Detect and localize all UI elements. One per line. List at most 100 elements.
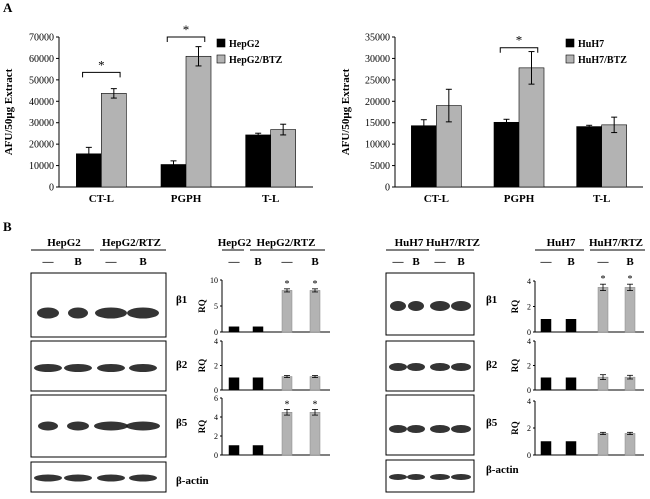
blot-label: β1 (486, 294, 497, 306)
y-tick-label: 20000 (365, 97, 390, 108)
rq-bar (540, 377, 552, 391)
x-tick-label: PGPH (504, 193, 535, 205)
y-tick-label: 50000 (29, 75, 54, 86)
rq-bar (597, 287, 609, 333)
blot-label: β5 (486, 417, 498, 429)
lane-label: B (139, 256, 147, 268)
rq-tick-label: 2 (527, 362, 531, 371)
blot-right-band (451, 474, 471, 480)
rq-tick-label: 0 (214, 451, 218, 460)
blot-left-band (34, 364, 62, 372)
legend-swatch (216, 38, 226, 48)
panel-a-label: A (3, 0, 13, 15)
lane-label: — (392, 256, 405, 268)
group-label: HuH7 (547, 237, 576, 249)
rq-star: * (285, 279, 290, 290)
rq-bar (309, 376, 321, 391)
blot-left-band (94, 421, 128, 431)
blot-right-band (389, 363, 407, 371)
x-tick-label: CT-L (89, 193, 114, 205)
blot-left-band (97, 364, 125, 372)
x-tick-label: T-L (262, 193, 279, 205)
blot-right-frame (385, 394, 475, 456)
rq-bar (540, 441, 552, 456)
lane-label: — (42, 256, 55, 268)
legend-entry: HuH7/BTZ (578, 55, 627, 66)
bar (270, 129, 296, 188)
group-label: HepG2/RTZ (257, 237, 316, 249)
blot-right-band (451, 301, 471, 311)
rq-y-label: RQ (197, 420, 207, 434)
rq-tick-label: 4 (214, 337, 218, 346)
blot-right-band (408, 301, 424, 311)
blot-left-band (34, 474, 62, 482)
rq-bar (624, 287, 636, 333)
rq-bar (624, 433, 636, 456)
bar (601, 124, 627, 188)
rq-tick-label: 0 (527, 328, 531, 337)
rq-bar (565, 319, 577, 333)
blot-left-band (64, 364, 92, 372)
rq-tick-label: 4 (527, 277, 531, 286)
y-tick-label: 30000 (365, 54, 390, 65)
x-tick-label: PGPH (171, 193, 202, 205)
lane-label: — (105, 256, 118, 268)
rq-tick-label: 0 (214, 386, 218, 395)
blot-left-band (38, 421, 58, 431)
blot-left-band (97, 474, 125, 482)
blot-label: β1 (176, 294, 187, 306)
rq-tick-label: 5 (214, 302, 218, 311)
legend-swatch (565, 38, 575, 48)
rq-bar (281, 412, 293, 456)
x-tick-label: CT-L (424, 193, 449, 205)
blot-left-band (37, 307, 59, 319)
blot-label: β-actin (176, 475, 209, 487)
lane-label: — (228, 256, 241, 268)
y-tick-label: 20000 (29, 140, 54, 151)
lane-label: B (74, 256, 82, 268)
blot-right-band (407, 425, 425, 433)
y-tick-label: 25000 (365, 75, 390, 86)
rq-bar (565, 441, 577, 456)
rq-star: * (601, 274, 606, 285)
blot-right-band (451, 425, 471, 433)
blot-right-band (430, 301, 450, 311)
rq-bar (309, 290, 321, 333)
lane-label: B (457, 256, 465, 268)
rq-y-label: RQ (197, 359, 207, 373)
blot-left-band (129, 474, 157, 482)
rq-bar (252, 445, 264, 456)
rq-star: * (285, 399, 290, 410)
bar (493, 121, 520, 188)
legend-swatch (216, 54, 226, 64)
rq-y-label: RQ (510, 359, 520, 373)
y-tick-label: 70000 (29, 33, 54, 44)
group-label: HepG2/RTZ (102, 237, 161, 249)
blot-right-band (390, 301, 406, 311)
blot-right-band (407, 363, 425, 371)
y-tick-label: 10000 (29, 161, 54, 172)
legend-entry: HuH7 (578, 39, 604, 50)
blot-label: β2 (176, 359, 188, 371)
lane-label: — (597, 256, 610, 268)
blot-right-band (430, 425, 450, 433)
legend-entry: HepG2/BTZ (229, 55, 283, 66)
bar (518, 67, 545, 188)
y-tick-label: 10000 (365, 140, 390, 151)
y-tick-label: 15000 (365, 118, 390, 129)
significance-star: * (516, 33, 523, 48)
y-tick-label: 30000 (29, 118, 54, 129)
blot-left-band (127, 307, 159, 319)
significance-star: * (183, 22, 190, 37)
blot-label: β2 (486, 359, 498, 371)
blot-left-frame (30, 272, 167, 338)
blot-label: β-actin (486, 464, 519, 476)
chart-a-hepg2: 0 10000 20000 30000 40000 50000 60000 70000 AFU/… (3, 22, 313, 205)
rq-tick-label: 2 (527, 303, 531, 312)
panel-b-label: B (3, 219, 12, 234)
y-axis-label: AFU/50μg Extract (3, 68, 15, 155)
legend-swatch (565, 54, 575, 64)
blot-left-band (95, 307, 127, 319)
rq-star: * (313, 279, 318, 290)
rq-tick-label: 0 (527, 451, 531, 460)
